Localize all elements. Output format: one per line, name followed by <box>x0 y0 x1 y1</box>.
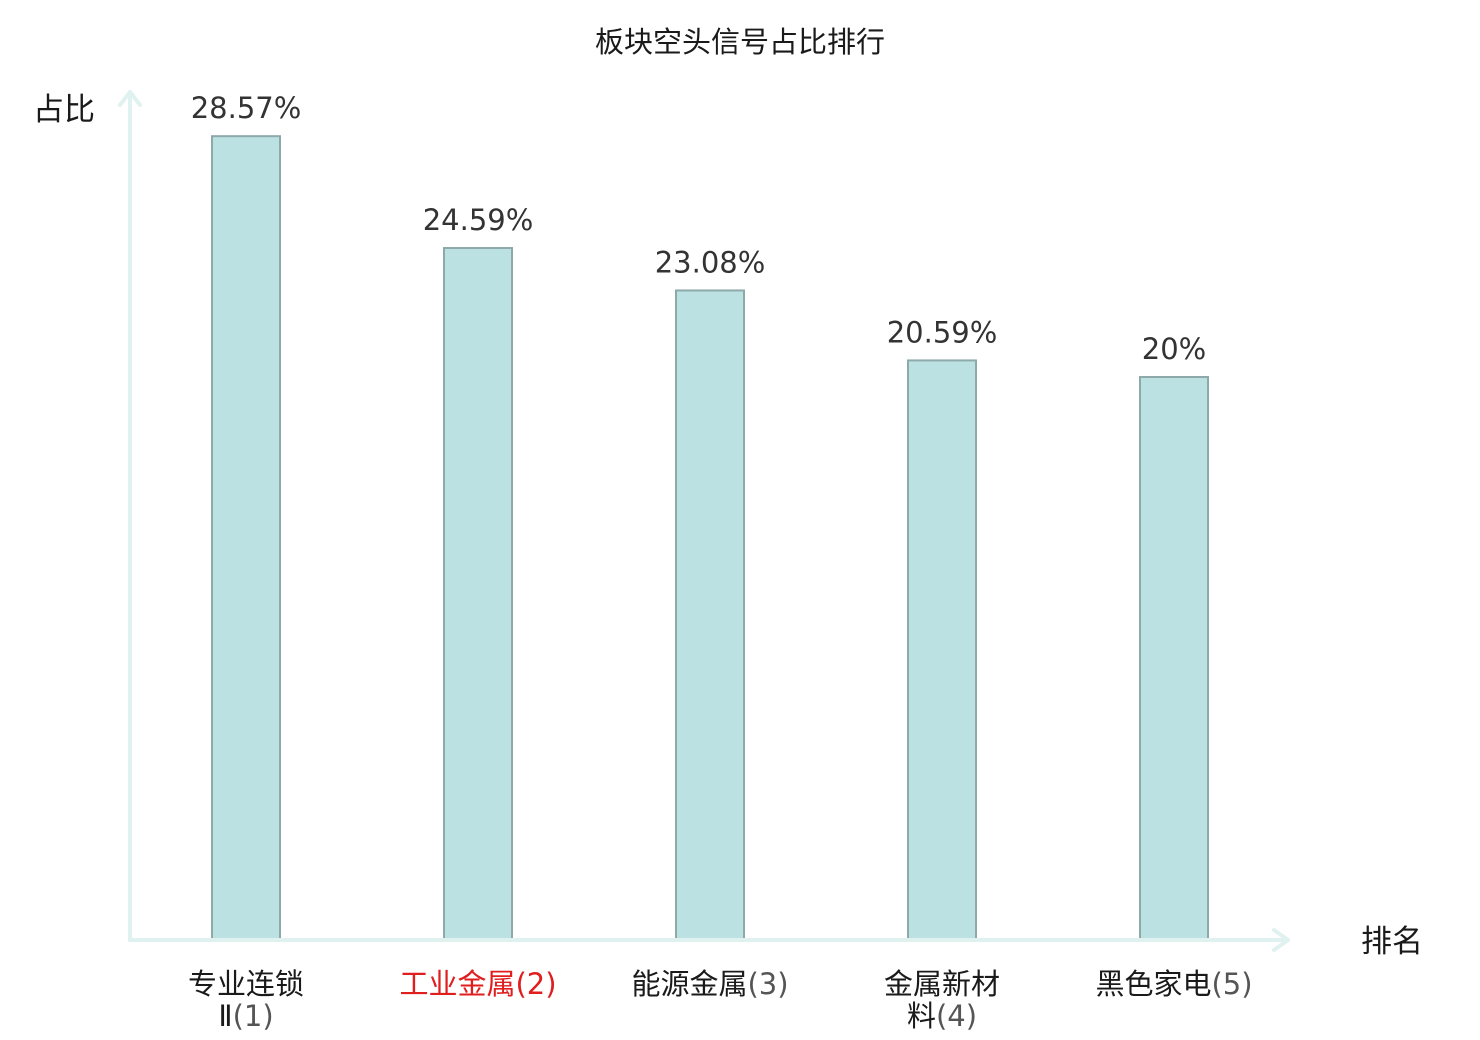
x-axis-arrow <box>1272 928 1290 952</box>
category-label-5-line-1: 黑色家电(5) <box>1095 967 1252 1001</box>
category-label-2-line-1: 工业金属(2) <box>399 967 556 1001</box>
bar-3 <box>675 289 745 940</box>
category-label-1-line-1: 专业连锁 <box>188 967 304 1001</box>
bars-layer <box>211 135 1209 941</box>
category-label-3-line-1: 能源金属(3) <box>631 967 788 1001</box>
bar-4 <box>907 359 977 940</box>
y-axis-arrow <box>118 90 142 107</box>
value-label-3: 23.08% <box>655 245 766 279</box>
bar-1 <box>211 135 281 941</box>
y-axis-label: 占比 <box>33 92 95 128</box>
chart-title: 板块空头信号占比排行 <box>595 25 885 59</box>
value-labels-layer: 28.57% 24.59% 23.08% 20.59% 20% <box>191 91 1207 366</box>
value-label-1: 28.57% <box>191 91 302 125</box>
category-label-1-line-2: Ⅱ(1) <box>218 999 273 1033</box>
y-axis <box>118 90 142 942</box>
value-label-4: 20.59% <box>887 315 998 349</box>
x-axis-label: 排名 <box>1361 924 1423 960</box>
bar-5 <box>1139 376 1209 940</box>
category-label-4-line-2: 料(4) <box>907 999 977 1033</box>
x-axis <box>128 928 1290 952</box>
value-label-5: 20% <box>1142 332 1206 366</box>
value-label-2: 24.59% <box>423 203 534 237</box>
bar-2 <box>443 247 513 940</box>
category-label-4-line-1: 金属新材 <box>884 967 1000 1001</box>
